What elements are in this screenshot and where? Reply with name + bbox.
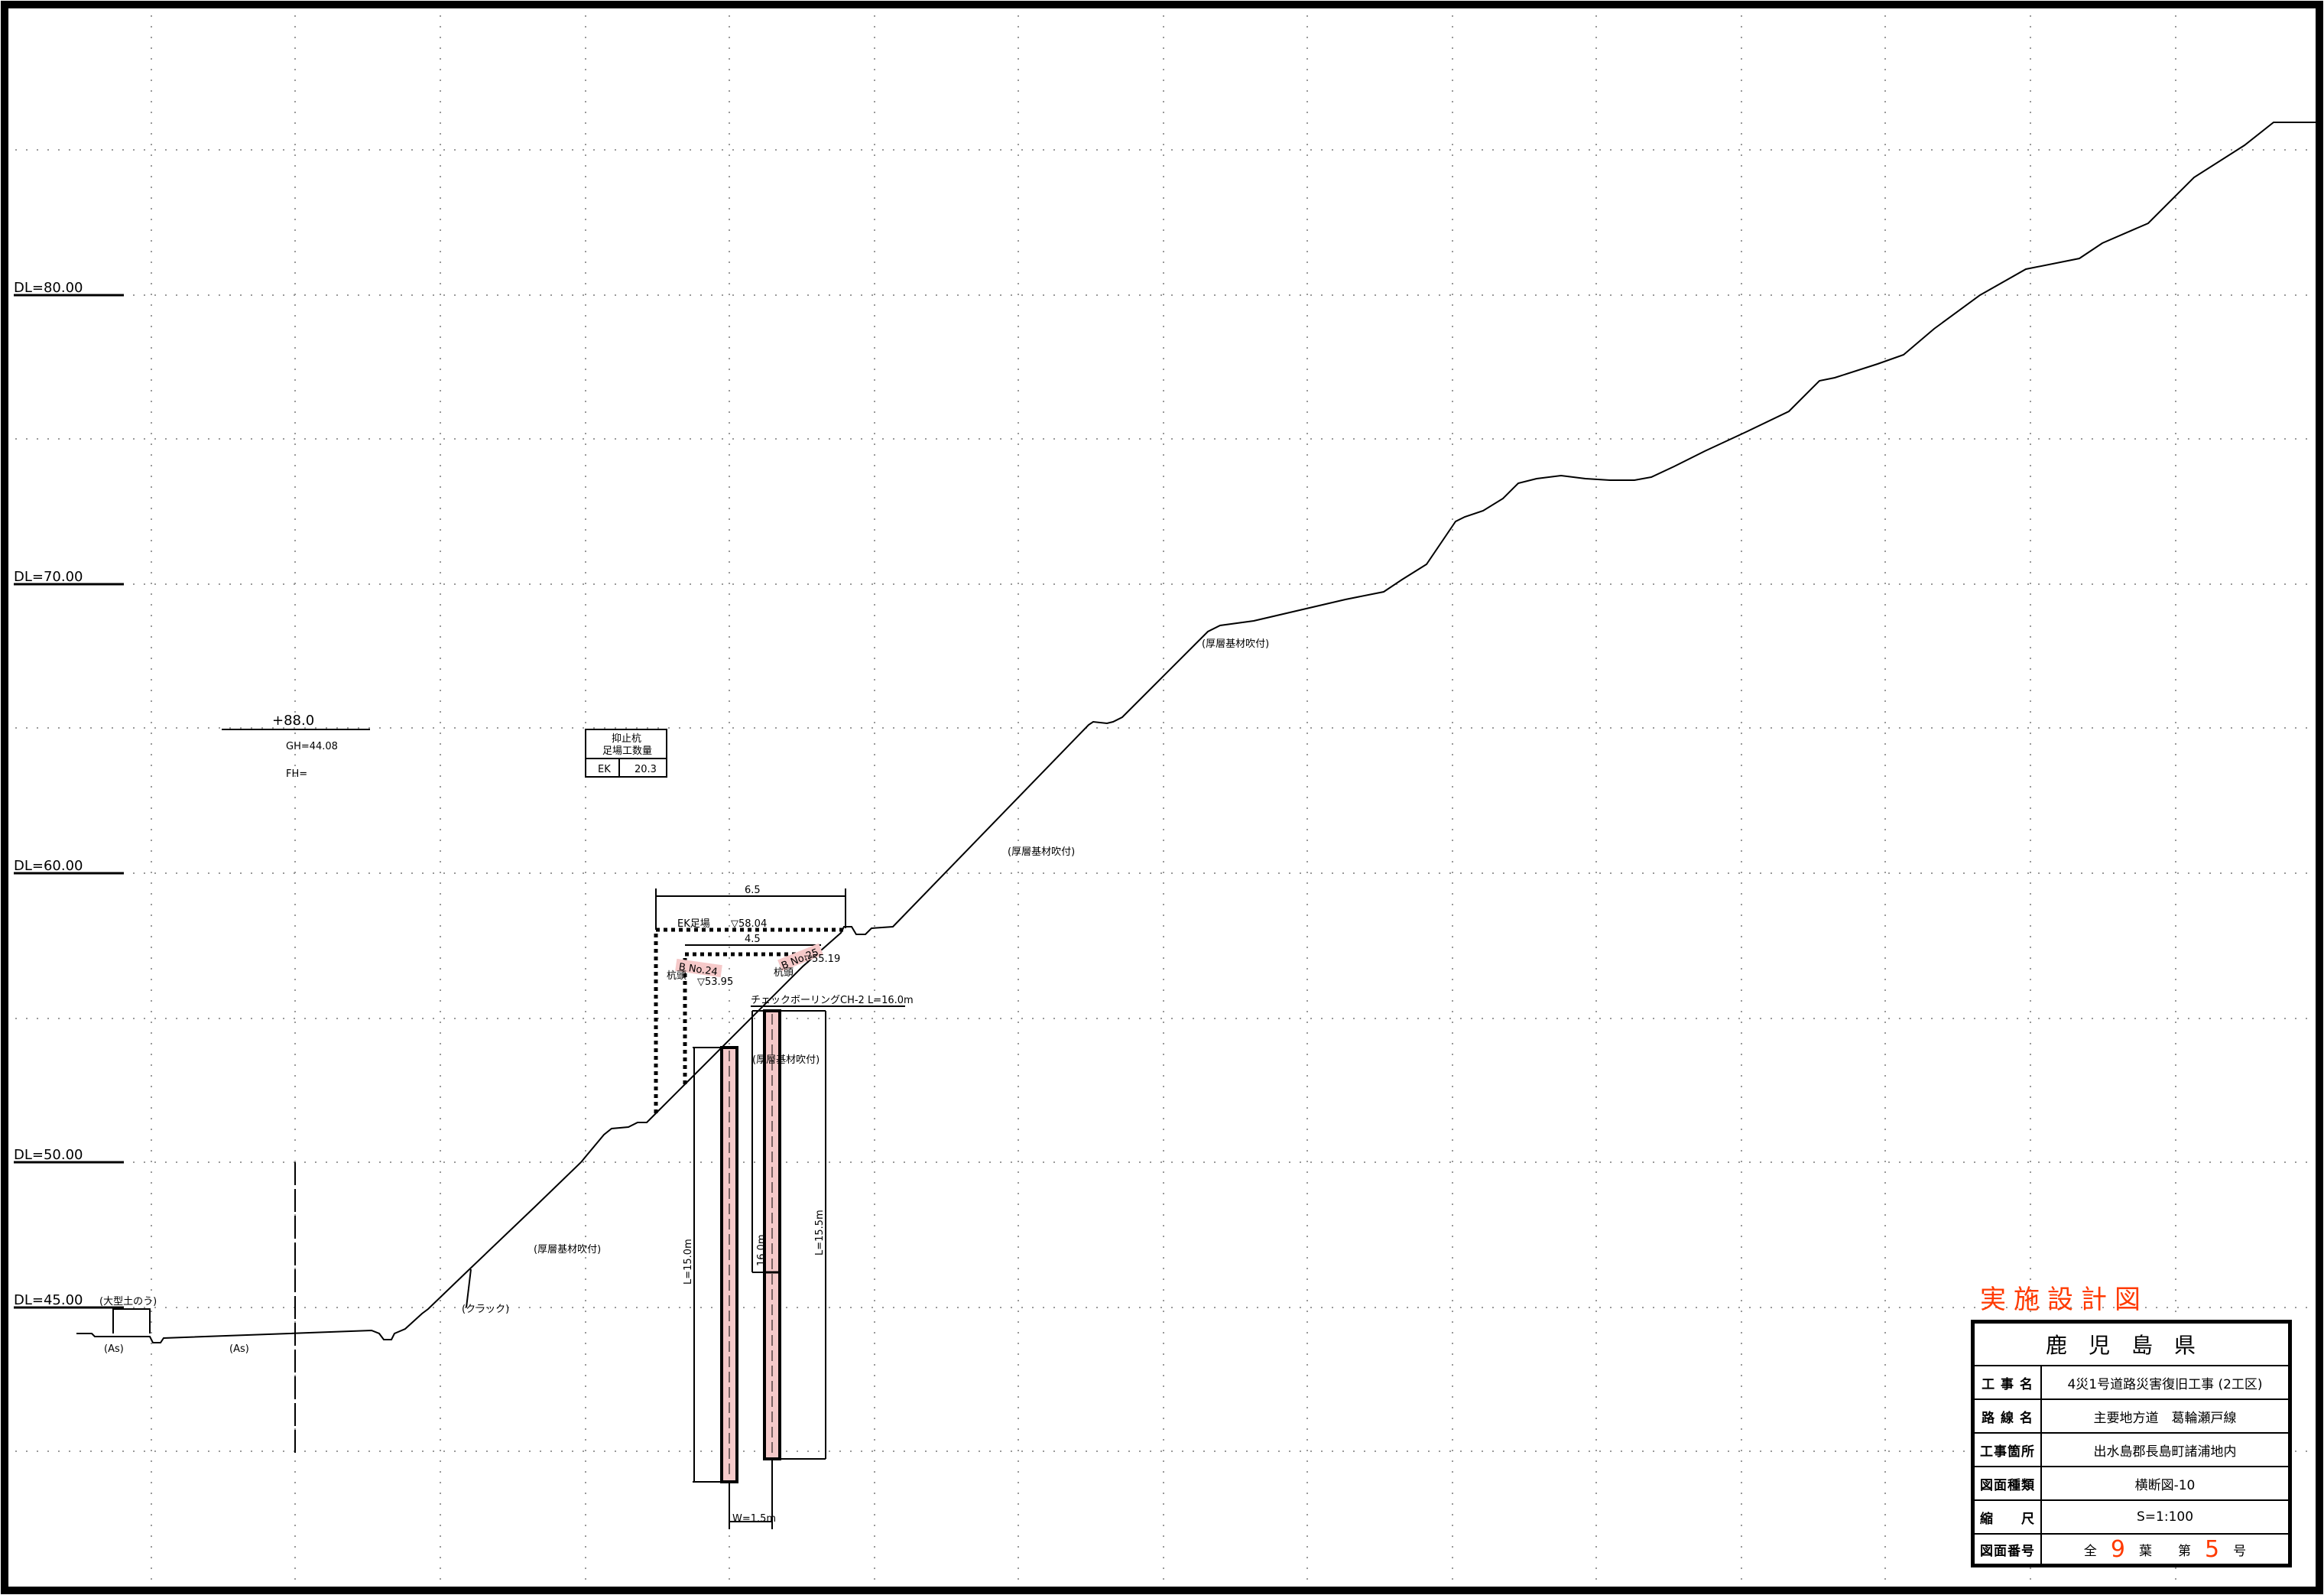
annotation-spray-upper: (厚層基材吹付) — [1202, 638, 1269, 650]
datum-label-50: DL=50.00 — [14, 1147, 83, 1163]
dim-pile-right-length: L=15.5m — [814, 1210, 826, 1256]
dim-pile-right-tag: 杭頭 — [774, 967, 794, 979]
number-dai: 第 — [2178, 1543, 2191, 1559]
number-all: 全 — [2083, 1543, 2097, 1559]
station-ground-height: GH=44.08 — [286, 741, 338, 752]
pile-left-tag-bg — [675, 958, 722, 978]
annotation-sandbag: (大型土のう) — [99, 1296, 157, 1308]
title-block-key: 図面種類 — [1975, 1467, 2042, 1499]
title-block-value: S=1:100 — [2136, 1509, 2194, 1525]
title-block-key: 縮 尺 — [1975, 1501, 2042, 1533]
number-sheet: 葉 — [2139, 1543, 2152, 1559]
dim-scaffold-label: EK足場 — [677, 918, 710, 930]
pile-right — [763, 1009, 781, 1460]
title-block-row-project: 工 事 名 4災1号道路災害復旧工事 (2工区) — [1975, 1365, 2288, 1398]
station-formation-height: FH= — [286, 768, 307, 780]
quantity-box-key: EK — [598, 764, 611, 775]
title-block-key: 工事箇所 — [1975, 1434, 2042, 1466]
number-go: 号 — [2233, 1543, 2247, 1559]
annotation-asphalt-right: (As) — [229, 1343, 249, 1355]
annotation-spray-pile: (厚層基材吹付) — [752, 1054, 820, 1066]
dim-pile-spacing: W=1.5m — [732, 1513, 776, 1525]
pile-left — [720, 1046, 738, 1483]
datum-label-70: DL=70.00 — [14, 569, 83, 585]
sandbag — [112, 1308, 151, 1333]
annotation-spray-mid: (厚層基材吹付) — [1008, 846, 1075, 858]
dim-pile-left-length: L=15.0m — [683, 1239, 694, 1285]
dimension-lines — [655, 888, 905, 1529]
quantity-box-title-1: 抑止杭 — [612, 733, 641, 745]
title-block-value: 横断図-10 — [2134, 1477, 2196, 1493]
annotation-crack: (クラック) — [462, 1304, 509, 1315]
dim-pile-mid-length: 16.0m — [756, 1234, 768, 1266]
title-block-key: 路 線 名 — [1975, 1400, 2042, 1432]
datum-label-80: DL=80.00 — [14, 280, 83, 296]
number-current: 5 — [2205, 1535, 2220, 1563]
datum-label-60: DL=60.00 — [14, 858, 83, 874]
station-label: +88.0 — [272, 713, 314, 729]
quantity-box — [585, 729, 667, 778]
datum-lines — [14, 294, 124, 1309]
title-block-key: 図面番号 — [1975, 1535, 2042, 1564]
title-block-header: 鹿児島県 — [2045, 1333, 2217, 1358]
title-block-number-value: 全 9 葉 第 5 号 — [2042, 1535, 2288, 1564]
number-total: 9 — [2110, 1535, 2125, 1563]
title-block-key: 工 事 名 — [1975, 1366, 2042, 1398]
pile-right-tag-bg — [777, 943, 823, 972]
dim-top-width: 6.5 — [745, 885, 761, 896]
annotation-spray-lower: (厚層基材吹付) — [534, 1244, 601, 1256]
ground-profile-line — [76, 122, 2316, 1343]
dim-pile-right-level: ▽55.19 — [804, 953, 840, 965]
title-block-value: 4災1号道路災害復旧工事 (2工区) — [2067, 1376, 2263, 1392]
title-block-value: 主要地方道 葛輪瀬戸線 — [2093, 1410, 2237, 1426]
annotation-asphalt-left: (As) — [104, 1343, 124, 1355]
title-block-row-scale: 縮 尺 S=1:100 — [1975, 1499, 2288, 1533]
dim-pile-left-tag: 杭頭 — [667, 970, 686, 982]
title-block: 鹿児島県 工 事 名 4災1号道路災害復旧工事 (2工区) 路 線 名 主要地方… — [1971, 1320, 2292, 1567]
title-block-value: 出水島郡長島町諸浦地内 — [2093, 1444, 2237, 1460]
datum-label-45: DL=45.00 — [14, 1292, 83, 1308]
dim-pile-left-no: B No.24 — [678, 961, 719, 978]
design-stamp: 実施設計図 — [1980, 1285, 2148, 1315]
dim-boring: チェックボーリングCH-2 L=16.0m — [751, 995, 914, 1006]
crack-leader — [466, 1269, 472, 1308]
dim-scaffold-level: ▽58.04 — [731, 918, 767, 930]
quantity-box-value: 20.3 — [635, 764, 657, 775]
quantity-box-title-2: 足場工数量 — [602, 746, 652, 757]
dim-pile-left-level: ▽53.95 — [697, 976, 733, 988]
dim-mid-width: 4.5 — [745, 934, 761, 945]
title-block-row-location: 工事箇所 出水島郡長島町諸浦地内 — [1975, 1432, 2288, 1466]
title-block-row-drawing-type: 図面種類 横断図-10 — [1975, 1466, 2288, 1499]
title-block-row-number: 図面番号 全 9 葉 第 5 号 — [1975, 1533, 2288, 1564]
title-block-row-route: 路 線 名 主要地方道 葛輪瀬戸線 — [1975, 1398, 2288, 1432]
